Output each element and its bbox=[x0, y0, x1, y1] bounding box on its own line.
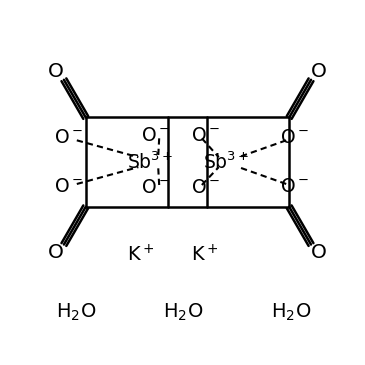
Text: K$^+$: K$^+$ bbox=[191, 244, 219, 265]
Text: H$_2$O: H$_2$O bbox=[271, 301, 311, 323]
Text: H$_2$O: H$_2$O bbox=[163, 301, 203, 323]
Text: O: O bbox=[48, 243, 64, 262]
Text: O: O bbox=[48, 62, 64, 81]
Text: O$^-$: O$^-$ bbox=[191, 178, 220, 197]
Text: Sb$^{3+}$: Sb$^{3+}$ bbox=[203, 151, 250, 173]
Text: K$^+$: K$^+$ bbox=[127, 244, 154, 265]
Text: O$^-$: O$^-$ bbox=[141, 126, 170, 145]
Text: O: O bbox=[311, 243, 327, 262]
Text: O$^-$: O$^-$ bbox=[54, 177, 84, 196]
Text: H$_2$O: H$_2$O bbox=[55, 301, 96, 323]
Text: O$^-$: O$^-$ bbox=[54, 128, 84, 147]
Text: O: O bbox=[311, 62, 327, 81]
Text: O$^-$: O$^-$ bbox=[280, 128, 309, 147]
Text: O$^-$: O$^-$ bbox=[191, 126, 220, 145]
Text: O$^-$: O$^-$ bbox=[141, 178, 170, 197]
Text: O$^-$: O$^-$ bbox=[280, 177, 309, 196]
Text: Sb$^{3+}$: Sb$^{3+}$ bbox=[127, 151, 173, 173]
